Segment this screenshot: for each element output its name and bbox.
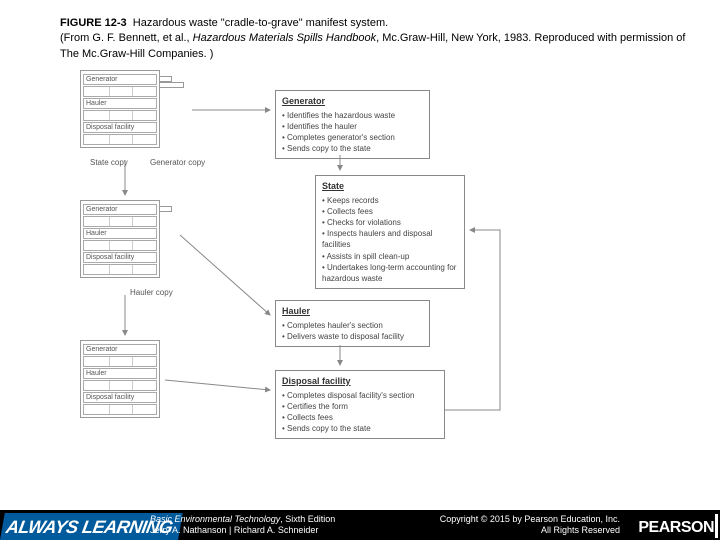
figure-number: FIGURE 12-3 xyxy=(60,17,127,29)
hauler-box-list: Completes hauler's section Delivers wast… xyxy=(282,320,423,342)
footer-copyright: Copyright © 2015 by Pearson Education, I… xyxy=(440,514,620,536)
figure-title: Hazardous waste "cradle-to-grave" manife… xyxy=(133,17,388,29)
hauler-box: Hauler Completes hauler's section Delive… xyxy=(275,300,430,347)
book-edition: , Sixth Edition xyxy=(280,514,335,524)
figure-caption: FIGURE 12-3 Hazardous waste "cradle-to-g… xyxy=(60,16,700,62)
copyright-line-1: Copyright © 2015 by Pearson Education, I… xyxy=(440,514,620,524)
form-copy-1b: Generator Hauler Disposal facility xyxy=(80,200,160,278)
copyright-line-2: All Rights Reserved xyxy=(541,525,620,535)
disposal-box-list: Completes disposal facility's section Ce… xyxy=(282,390,438,435)
source-pre: (From G. F. Bennett, et al., xyxy=(60,32,193,44)
pearson-logo-bar xyxy=(715,514,718,538)
generator-box-list: Identifies the hazardous waste Identifie… xyxy=(282,110,423,155)
book-title: Basic Environmental Technology xyxy=(150,514,280,524)
form-row-disposal: Disposal facility xyxy=(83,122,157,133)
disposal-box: Disposal facility Completes disposal fac… xyxy=(275,370,445,439)
state-box-list: Keeps records Collects fees Checks for v… xyxy=(322,195,458,285)
book-authors: Jerry A. Nathanson | Richard A. Schneide… xyxy=(150,525,318,535)
generator-box-title: Generator xyxy=(282,95,423,108)
state-copy-label: State copy xyxy=(90,158,128,167)
footer-book-info: Basic Environmental Technology, Sixth Ed… xyxy=(150,514,335,536)
form-row-hauler: Hauler xyxy=(83,98,157,109)
state-box-title: State xyxy=(322,180,458,193)
hauler-box-title: Hauler xyxy=(282,305,423,318)
generator-box: Generator Identifies the hazardous waste… xyxy=(275,90,430,159)
pearson-logo: PEARSON xyxy=(638,519,714,537)
state-box: State Keeps records Collects fees Checks… xyxy=(315,175,465,289)
disposal-box-title: Disposal facility xyxy=(282,375,438,388)
form-copy-1: Generator Hauler Disposal facility xyxy=(80,70,160,148)
source-book: Hazardous Materials Spills Handbook xyxy=(193,32,376,44)
form-row-generator: Generator xyxy=(83,74,157,85)
manifest-diagram: Generator Hauler Disposal facility State… xyxy=(80,70,600,490)
footer: ALWAYS LEARNING Basic Environmental Tech… xyxy=(0,510,720,540)
form-copy-1c: Generator Hauler Disposal facility xyxy=(80,340,160,418)
generator-copy-label: Generator copy xyxy=(150,158,205,167)
hauler-copy-label: Hauler copy xyxy=(130,288,173,297)
